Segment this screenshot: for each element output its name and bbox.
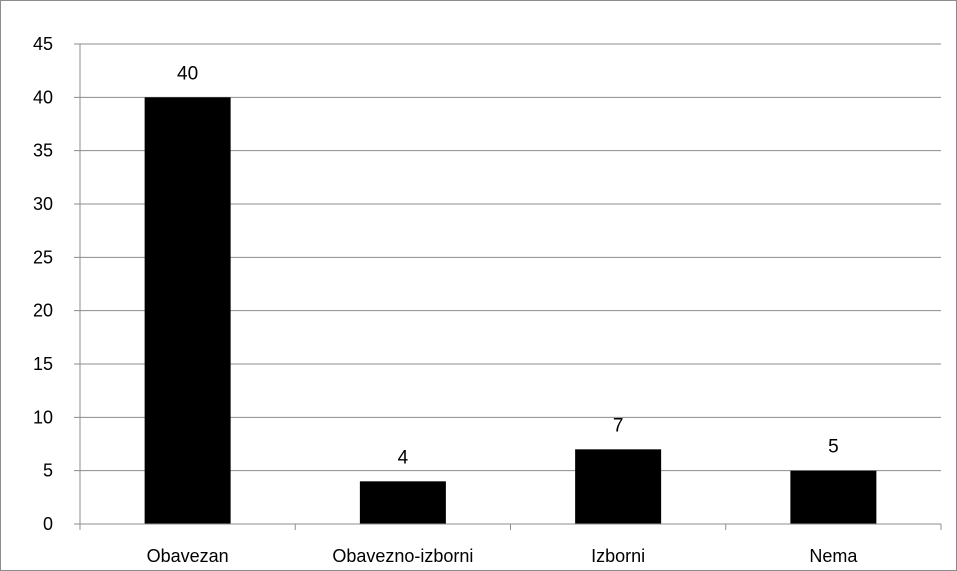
x-tick-label: Obavezno-izborni (332, 546, 473, 566)
y-axis-tick-labels: 0 5 10 15 20 25 30 35 40 45 (33, 34, 53, 534)
x-axis-tick-labels: Obavezan Obavezno-izborni Izborni Nema (147, 546, 859, 566)
data-label: 40 (177, 63, 198, 84)
y-tick-label: 30 (33, 194, 53, 214)
data-label: 4 (398, 447, 409, 468)
y-tick-label: 35 (33, 141, 53, 161)
bar (359, 481, 446, 524)
data-label: 5 (828, 437, 839, 458)
data-label: 7 (613, 415, 624, 436)
y-tick-label: 10 (33, 407, 53, 427)
y-tick-label: 25 (33, 247, 53, 267)
y-tick-label: 45 (33, 34, 53, 54)
x-tick-label: Obavezan (147, 546, 229, 566)
x-axis (74, 44, 942, 530)
y-tick-label: 0 (43, 514, 53, 534)
x-tick-label: Izborni (591, 546, 645, 566)
bars (144, 97, 877, 524)
data-labels: 40 4 7 5 (177, 63, 839, 468)
x-tick-label: Nema (809, 546, 858, 566)
bar (144, 97, 231, 524)
bar (790, 470, 877, 524)
y-tick-label: 20 (33, 301, 53, 321)
bar (575, 449, 662, 524)
y-tick-label: 15 (33, 354, 53, 374)
y-tick-label: 5 (43, 461, 53, 481)
y-tick-label: 40 (33, 87, 53, 107)
